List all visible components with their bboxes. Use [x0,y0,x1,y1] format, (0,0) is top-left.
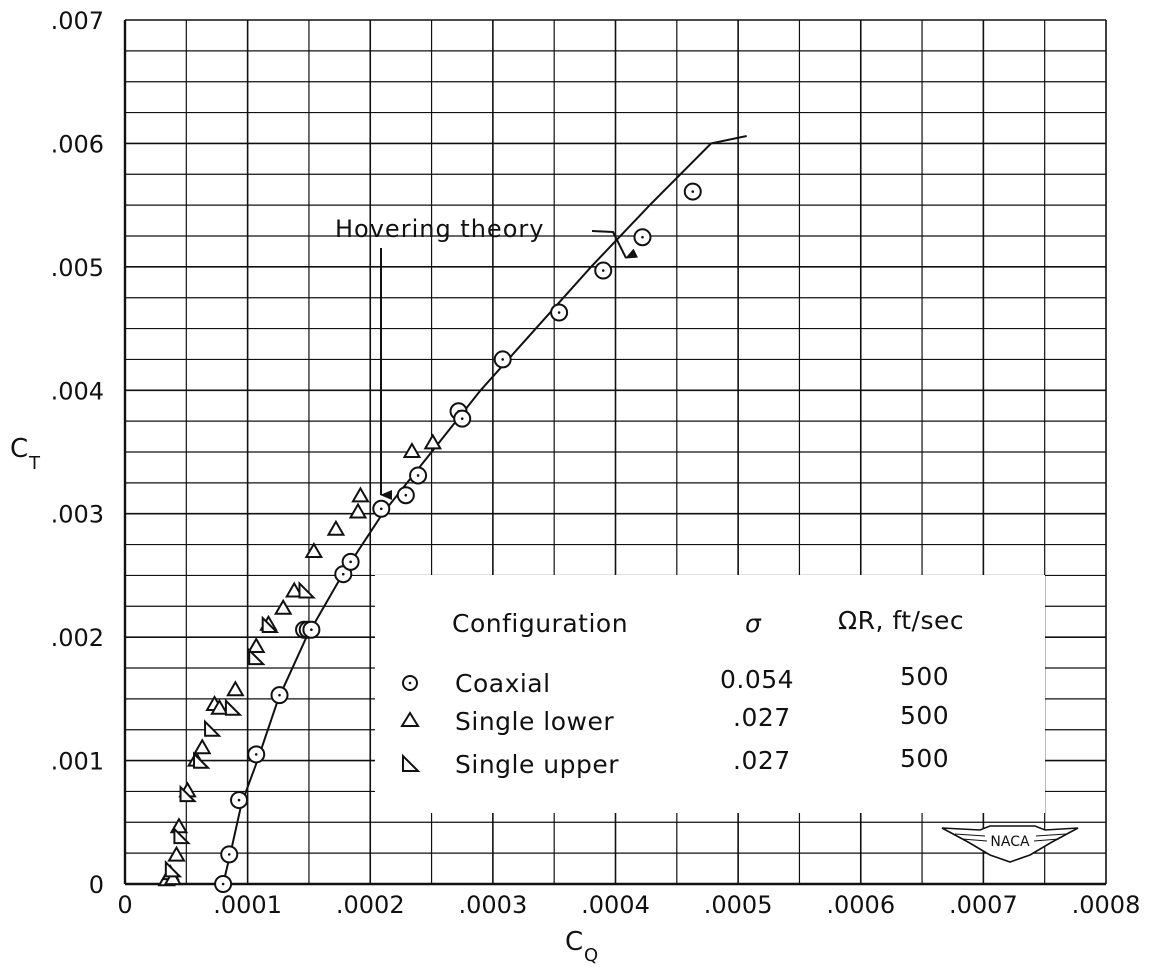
data-point-single-lower [193,738,212,755]
data-point-coaxial-dot [237,798,241,802]
legend-marker-circle-dot [408,681,412,685]
data-point-single-upper [261,615,280,634]
legend-marker-circle [402,675,418,691]
data-point-single-lower [273,598,293,615]
data-point-single-lower [304,541,324,558]
data-point-single-lower [351,486,370,503]
x-tick-label: .0002 [336,891,405,919]
legend-header-sigma: σ [745,609,762,638]
data-point-coaxial-dot [379,507,383,511]
legend-label-single-upper: Single upper [455,750,619,779]
data-point-single-upper [204,719,222,737]
legend-sigma-single-upper: .027 [733,746,791,775]
y-tick-label: .006 [51,130,104,158]
data-point-coaxial-dot [404,493,408,497]
legend-marker-right-triangle [402,753,421,772]
y-axis-label: C [10,434,28,464]
data-point-single-lower [348,502,368,519]
legend-omega-coaxial: 500 [900,662,949,691]
data-point-single-lower [326,519,346,536]
data-point-coaxial-dot [349,560,352,564]
legend-box [375,575,1045,813]
axes [123,20,1106,886]
x-tick-label: .0007 [949,891,1018,919]
data-point-coaxial-dot [557,311,561,314]
legend-label-single-lower: Single lower [455,707,614,736]
legend-sigma-coaxial: 0.054 [720,665,794,694]
data-point-coaxial-dot [278,693,281,697]
data-point-single-upper [179,784,197,803]
data-point-single-lower [423,433,443,450]
data-point-single-lower [163,869,183,886]
x-tick-label: .0004 [581,891,650,919]
x-axis-label-subscript: Q [584,945,598,966]
y-tick-label: .005 [51,254,104,282]
y-tick-label: .002 [51,624,104,652]
legend-omega-single-lower: 500 [900,701,949,730]
x-tick-label: 0 [117,891,132,919]
legend: Configuration σ ΩR, ft/sec Coaxial 0.054… [375,575,1045,813]
legend-row-single-upper: Single upper .027 500 [402,744,949,779]
legend-omega-single-upper: 500 [900,744,949,773]
data-point-single-upper [248,647,266,666]
data-point-single-lower [167,845,186,862]
data-point-single-upper [173,826,191,845]
naca-logo: NACA [941,825,1079,863]
data-point-single-lower [226,680,245,697]
data-point-single-lower [210,698,229,715]
y-tick-label: .007 [51,7,104,35]
x-tick-label: .0001 [213,891,282,919]
y-tick-label: .003 [51,501,104,529]
data-point-coaxial-dot [310,628,313,632]
data-point-single-lower [402,441,422,458]
data-point-coaxial-dot [641,235,644,239]
data-point-single-lower [284,581,304,598]
y-axis-title: C T [10,434,41,474]
data-point-coaxial-dot [460,417,464,420]
data-point-coaxial-dot [227,853,231,856]
data-point-single-upper [224,698,243,716]
legend-label-coaxial: Coaxial [455,669,551,698]
x-tick-label: .0005 [704,891,773,919]
y-tick-label: .004 [51,377,104,405]
data-point-coaxial-dot [501,358,504,361]
y-tick-label: .001 [51,748,104,776]
data-point-coaxial-dot [254,753,258,756]
legend-header-configuration: Configuration [452,609,628,638]
data-point-single-lower [246,637,266,654]
x-tick-label: .0003 [459,891,528,919]
annotation-arrow-right [591,230,639,259]
legend-row-coaxial: Coaxial 0.054 500 [402,662,949,698]
tick-labels: 0 .0001 .0002 .0003 .0004 .0005 .0006 .0007 .000… [51,7,1141,919]
legend-row-single-lower: Single lower .027 500 [400,701,949,736]
legend-marker-triangle [400,711,420,727]
data-point-coaxial-dot [601,269,605,272]
data-point-single-upper [164,860,183,878]
x-axis-label: C [565,927,583,957]
data-point-coaxial-dot [221,882,225,886]
data-point-coaxial-dot [691,190,695,193]
y-axis-label-subscript: T [28,453,41,474]
data-point-coaxial-dot [341,572,345,576]
annotation-hovering-theory: Hovering theory [335,215,544,243]
y-tick-label: 0 [89,871,104,899]
x-tick-label: .0006 [826,891,895,919]
legend-header-omega-r: ΩR, ft/sec [838,606,964,635]
data-points [157,182,702,893]
legend-sigma-single-lower: .027 [733,703,791,732]
x-axis-title: C Q [565,927,598,966]
hovering-theory-annotation: Hovering theory [335,215,639,500]
data-point-single-upper [298,581,316,599]
naca-logo-feathers [954,833,1067,842]
data-point-coaxial-dot [416,474,420,477]
data-point-single-upper [193,751,211,769]
x-tick-label: .0008 [1072,891,1141,919]
naca-logo-text: NACA [990,834,1030,850]
